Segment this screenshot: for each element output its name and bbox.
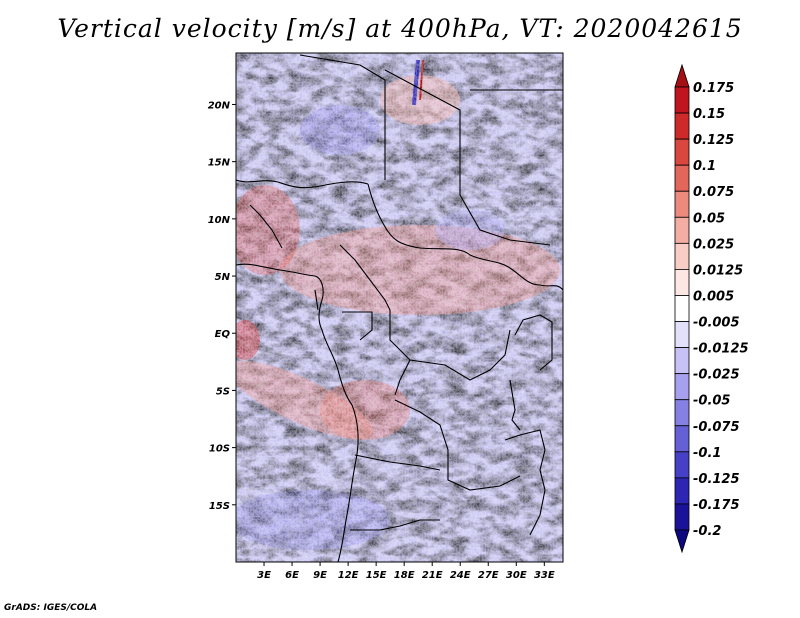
colorbar-box (674, 399, 690, 427)
colorbar-label: 0.05 (693, 211, 725, 226)
lat-tick-label: 10S (209, 444, 230, 455)
colorbar-box (674, 295, 690, 322)
colorbar-label: -0.005 (693, 316, 740, 331)
colorbar-box (674, 112, 690, 140)
colorbar-label: -0.2 (693, 524, 721, 539)
colorbar-box (674, 86, 690, 114)
colorbar-labels: 0.175 0.15 0.125 0.1 0.075 0.05 0.025 0.0125 0.0… (693, 81, 749, 539)
colorbar-bottom-arrow (674, 529, 690, 554)
lat-tick-label: 10N (208, 215, 231, 226)
colorbar-box (674, 347, 690, 375)
colorbar-box (674, 242, 690, 270)
colorbar-box (674, 477, 690, 505)
colorbar-label: 0.175 (693, 81, 734, 96)
lat-tick-label: 5S (216, 386, 230, 397)
lat-tick-label: 5N (215, 272, 231, 283)
colorbar-box (674, 138, 690, 166)
colorbar-label: -0.025 (693, 368, 740, 383)
colorbar-label: -0.175 (693, 498, 740, 513)
colorbar-label: -0.125 (693, 472, 740, 487)
colorbar-label: -0.1 (693, 446, 721, 461)
lon-tick-label: 3E (257, 570, 271, 581)
colorbar-box (674, 373, 690, 401)
colorbar-label: -0.05 (693, 394, 730, 409)
colorbar-label: 0.025 (693, 237, 734, 252)
colorbar-label: 0.0125 (693, 263, 743, 278)
colorbar-box (674, 216, 690, 244)
colorbar-box (674, 321, 690, 348)
lon-tick-label: 12E (338, 570, 359, 581)
latitude-axis: 20N 15N 10N 5N EQ 5S 10S 15S (208, 100, 236, 512)
lon-tick-label: 15E (366, 570, 387, 581)
colorbar (674, 63, 690, 554)
lon-tick-label: 27E (478, 570, 499, 581)
lat-tick-label: 15S (209, 501, 230, 512)
country-borders (236, 54, 563, 562)
lat-tick-label: EQ (215, 329, 231, 340)
colorbar-top-arrow (674, 63, 690, 88)
longitude-axis: 3E 6E 9E 12E 15E 18E 21E 24E 27E 30E 33E (257, 562, 555, 581)
colorbar-box (674, 503, 690, 531)
lat-tick-label: 20N (208, 100, 231, 111)
vertical-velocity-field (236, 53, 563, 562)
colorbar-box (674, 425, 690, 453)
colorbar-label: -0.0125 (693, 342, 749, 357)
colorbar-label: 0.005 (693, 289, 734, 304)
colorbar-label: -0.075 (693, 420, 740, 435)
colorbar-label: 0.15 (693, 107, 725, 122)
colorbar-label: 0.1 (693, 159, 716, 174)
lon-tick-label: 33E (534, 570, 555, 581)
colorbar-label: 0.125 (693, 133, 734, 148)
lon-tick-label: 21E (422, 570, 443, 581)
colorbar-box (674, 269, 690, 296)
chart-title: Vertical velocity [m/s] at 400hPa, VT: 2… (57, 14, 743, 43)
lon-tick-label: 24E (450, 570, 471, 581)
colorbar-box (674, 164, 690, 192)
colorbar-label: 0.075 (693, 185, 734, 200)
lon-tick-label: 18E (394, 570, 415, 581)
colorbar-box (674, 190, 690, 218)
lon-tick-label: 9E (313, 570, 327, 581)
lat-tick-label: 15N (208, 158, 231, 169)
lon-tick-label: 6E (285, 570, 299, 581)
lon-tick-label: 30E (506, 570, 527, 581)
map-frame (235, 52, 564, 563)
grads-credit: GrADS: IGES/COLA (4, 603, 98, 613)
colorbar-box (674, 451, 690, 479)
